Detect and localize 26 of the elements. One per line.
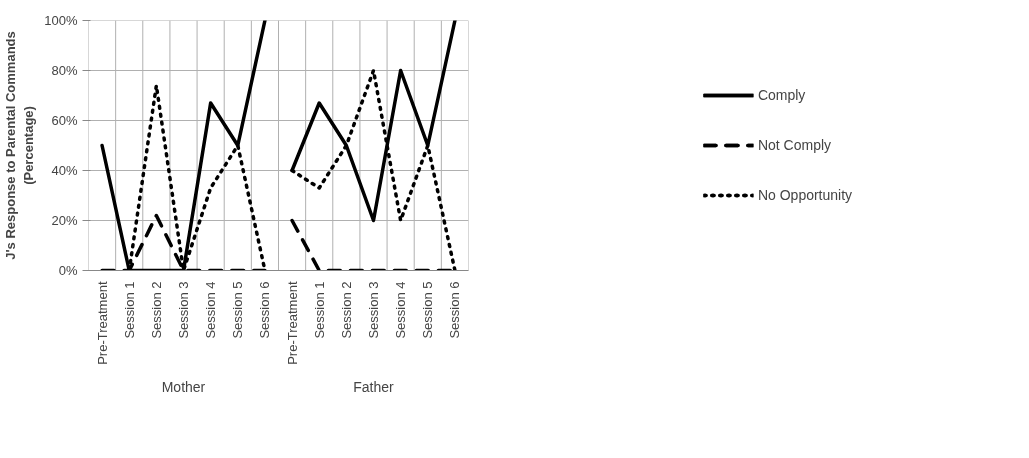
legend-label: Comply (757, 87, 806, 103)
x-tick-label: Session 4 (203, 281, 219, 339)
x-tick-label: Session 1 (121, 281, 137, 339)
x-tick-label: Session 3 (176, 281, 191, 339)
x-tick-label: Session 4 (393, 281, 409, 339)
x-axis-title: Mother (161, 378, 206, 395)
x-tick-label: Session 1 (311, 281, 327, 339)
legend-label: Not Comply (757, 137, 832, 153)
y-tick-label: 100% (44, 13, 78, 28)
x-tick-label: Session 6 (257, 281, 273, 339)
x-tick-label: Pre-Treatment (94, 281, 110, 365)
x-tick-label: Session 6 (447, 281, 463, 339)
x-tick-label: Session 3 (366, 281, 381, 339)
y-tick-label: 80% (51, 63, 78, 78)
y-tick-label: 0% (58, 263, 78, 278)
x-tick-label: Pre-Treatment (284, 281, 300, 365)
y-axis-title: J's Response to Parental Commands (Percentage) (3, 31, 37, 260)
x-tick-label: Session 2 (338, 281, 354, 339)
legend-label: No Opportunity (757, 187, 853, 203)
x-axis-title: Father (353, 378, 395, 395)
x-tick-label: Session 5 (230, 281, 246, 339)
y-tick-label: 60% (51, 113, 78, 128)
y-tick-label: 20% (51, 213, 78, 228)
x-tick-label: Session 5 (420, 281, 436, 339)
x-tick-label: Session 2 (148, 281, 164, 339)
y-tick-label: 40% (51, 163, 78, 178)
